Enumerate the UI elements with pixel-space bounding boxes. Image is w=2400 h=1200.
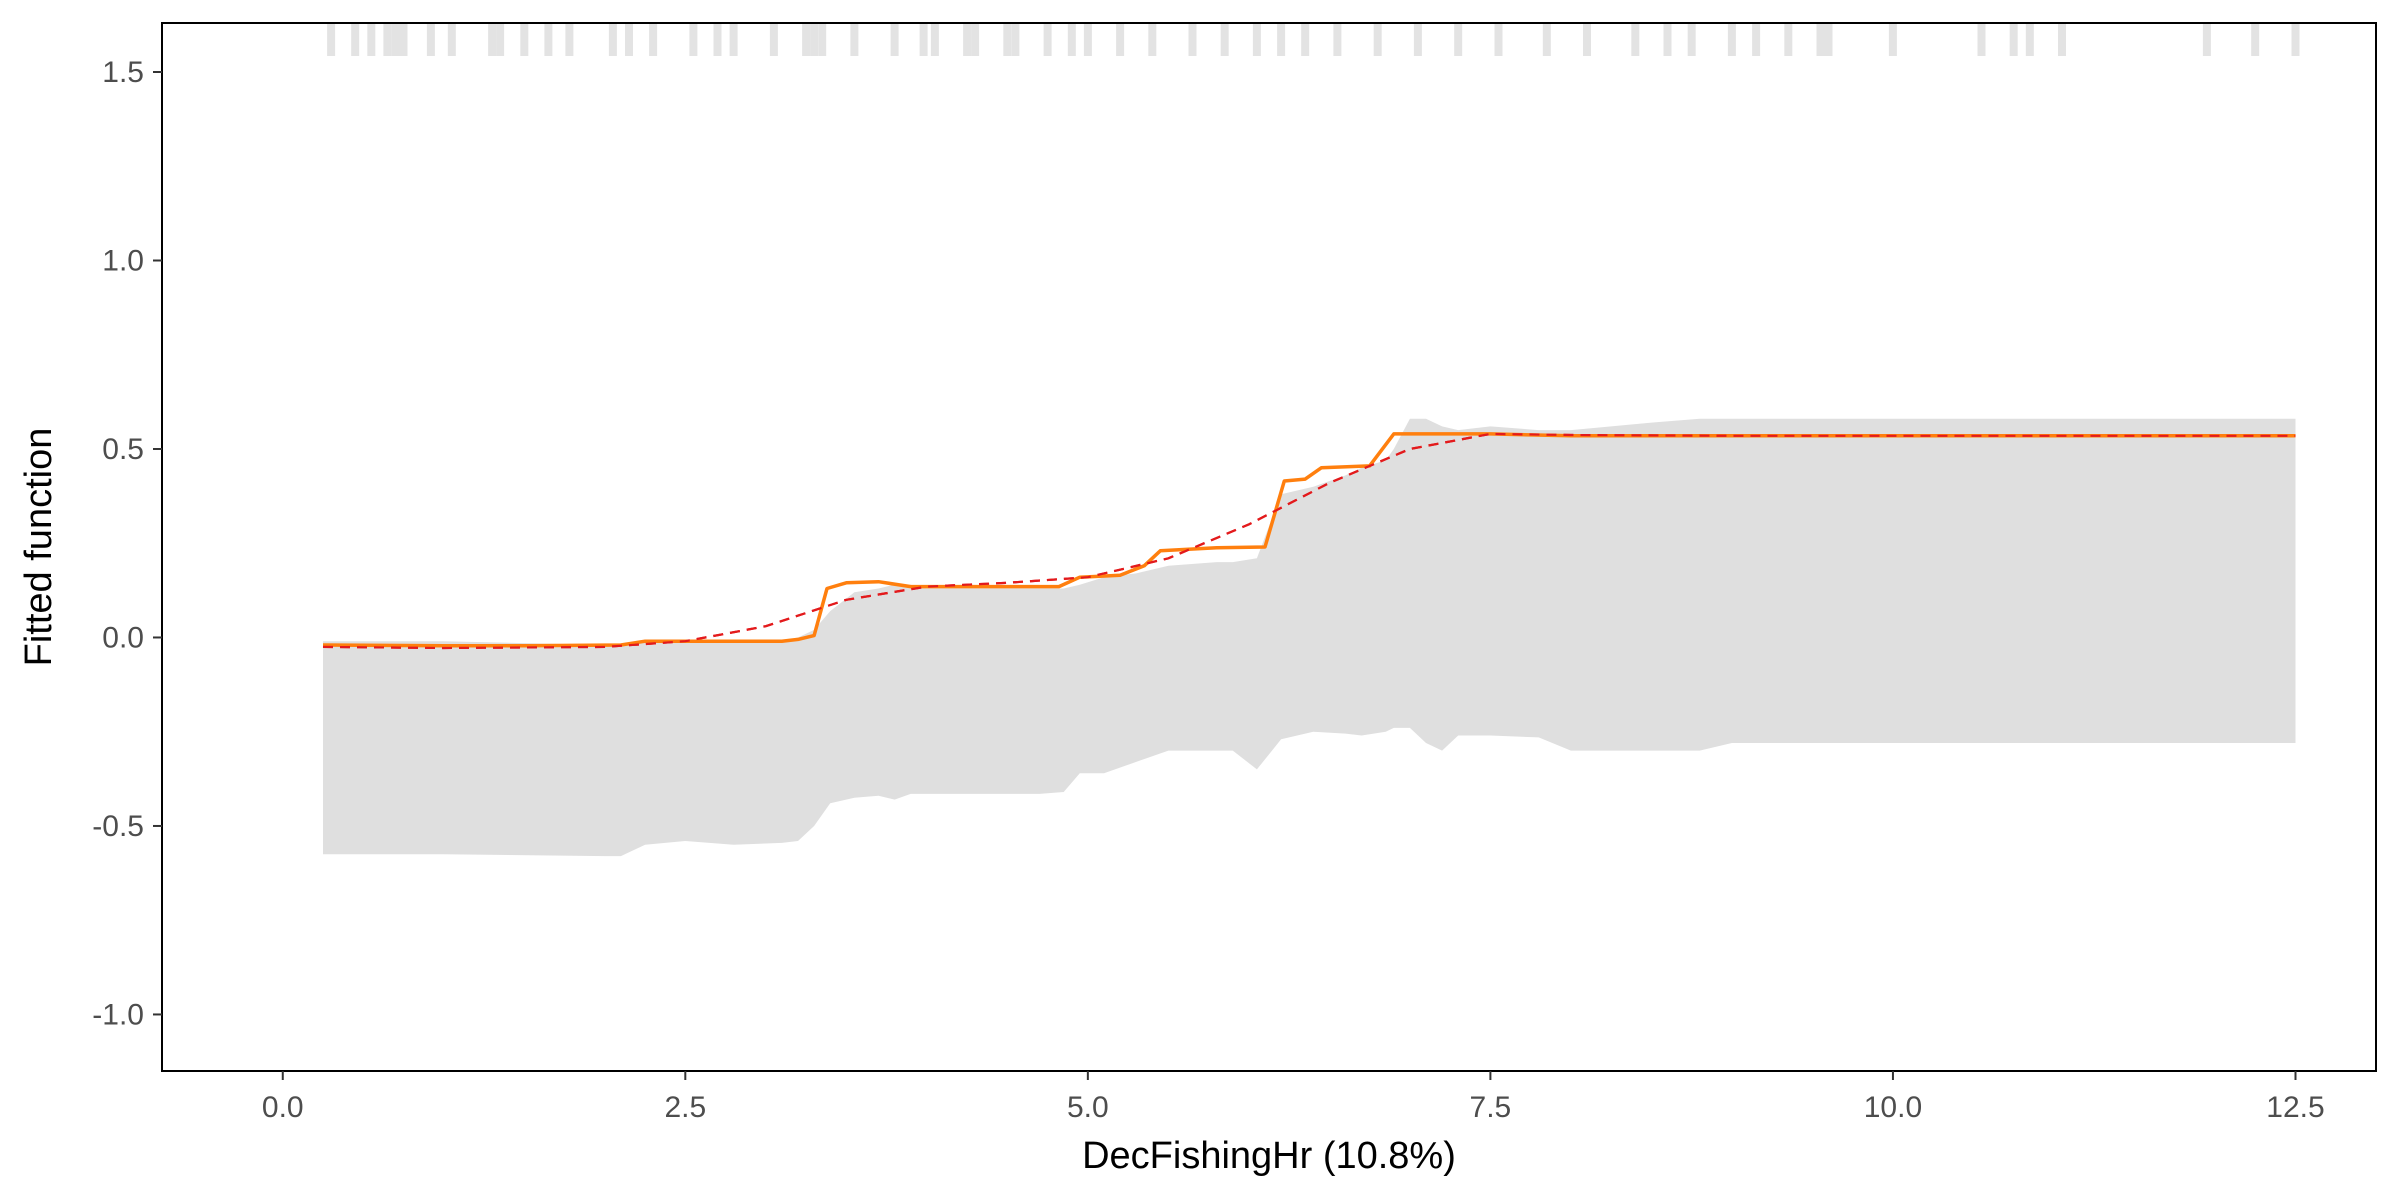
x-tick-label: 5.0 [1067,1091,1109,1124]
y-axis: -1.0 -0.5 0.0 0.5 1.0 1.5 [92,56,162,1031]
rug-mark [1454,24,1463,56]
rug-mark [426,24,435,56]
rug-mark [2251,24,2260,56]
rug-mark [769,24,778,56]
y-tick-label: 0.0 [102,621,144,654]
rug-mark [1067,24,1076,56]
rug-mark [496,24,505,56]
rug-mark [608,24,617,56]
rug-mark [1888,24,1897,56]
rug-mark [2202,24,2211,56]
rug-mark [1043,24,1052,56]
rug-mark [1816,24,1825,56]
rug-mark [1148,24,1157,56]
rug-mark [963,24,972,56]
rug-mark [1542,24,1551,56]
rug-mark [1687,24,1696,56]
rug-mark [1301,24,1310,56]
rug-mark [351,24,360,56]
rug-mark [1220,24,1229,56]
rug-mark [488,24,497,56]
rug-mark [1188,24,1197,56]
rug-mark [1116,24,1125,56]
rug-mark [1011,24,1020,56]
rug-mark [1083,24,1092,56]
x-tick-label: 2.5 [664,1091,706,1124]
y-tick-label: 1.0 [102,244,144,277]
rug-mark [689,24,698,56]
rug-mark [383,24,392,56]
rug-mark [2025,24,2034,56]
x-axis: 0.0 2.5 5.0 7.5 10.0 12.5 [262,1071,2325,1124]
y-tick-label: 0.5 [102,433,144,466]
rug-mark [713,24,722,56]
rug-mark [930,24,939,56]
rug-mark [391,24,400,56]
rug-mark [810,24,819,56]
rug-mark [649,24,658,56]
fitted-function-line [322,432,2296,648]
rug-mark [1583,24,1591,56]
rug-mark [1784,24,1793,56]
rug-mark [2291,24,2300,56]
rug-mark [565,24,574,56]
rug-mark [802,24,811,56]
rug-mark [1413,24,1422,56]
y-axis-title: Fitted function [18,428,60,667]
rug-mark [447,24,456,56]
y-tick-label: -1.0 [92,998,144,1031]
rug-mark [971,24,980,56]
rug-mark [625,24,633,56]
x-tick-label: 10.0 [1864,1091,1922,1124]
confidence-band-layer [323,418,2296,857]
rug-mark [1277,24,1286,56]
y-tick-label: 1.5 [102,56,144,89]
rug-mark [818,24,827,56]
confidence-band [323,418,2296,857]
rug-mark [367,24,376,56]
plot-panel-border [161,22,2377,1072]
rug-mark [520,24,529,56]
x-tick-label: 0.0 [262,1091,304,1124]
rug-mark [890,24,899,56]
y-tick-label: -0.5 [92,810,144,843]
rug-mark [1252,24,1261,56]
rug-marks-layer [327,24,2300,56]
rug-mark [1003,24,1012,56]
rug-mark [1494,24,1503,56]
rug-mark [1373,24,1382,56]
rug-mark [327,24,336,56]
series-lines-layer [322,432,2296,650]
rug-mark [2009,24,2018,56]
x-axis-title: DecFishingHr (10.8%) [1082,1135,1456,1177]
rug-mark [399,24,408,56]
rug-mark [544,24,553,56]
smoothed-dashed-line-overlay [322,432,2296,650]
rug-mark [1631,24,1640,56]
rug-mark [1824,24,1833,56]
rug-mark [1977,24,1986,56]
rug-mark [919,24,928,56]
rug-mark [1663,24,1672,56]
rug-mark [1752,24,1761,56]
rug-mark [1727,24,1736,56]
rug-mark [2058,24,2066,56]
rug-mark [850,24,859,56]
x-tick-label: 12.5 [2266,1091,2324,1124]
rug-mark [729,24,738,56]
rug-mark [1333,24,1342,56]
x-tick-label: 7.5 [1470,1091,1512,1124]
